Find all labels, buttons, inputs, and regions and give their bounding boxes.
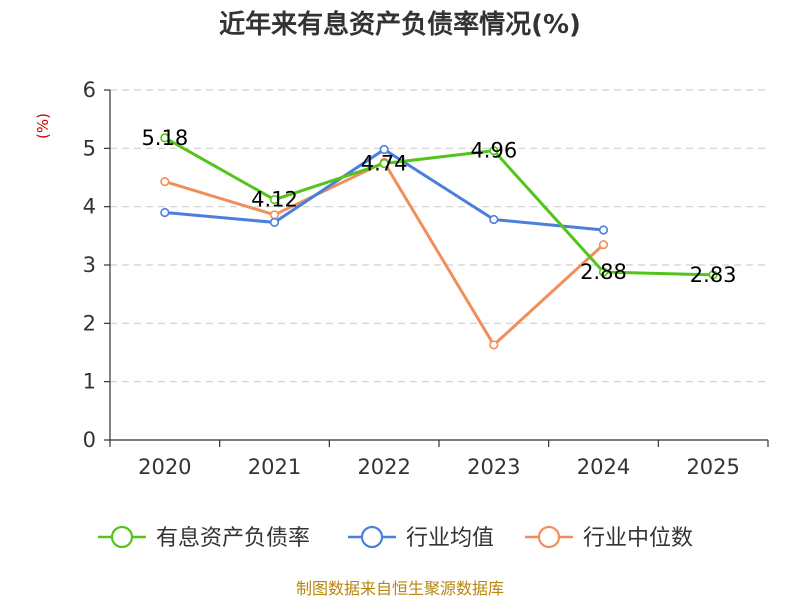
- y-tick-label: 2: [83, 311, 96, 335]
- axes: 0 1 2 3 4 5 6 2020 2021 2022 2023 2024 2025: [83, 78, 769, 479]
- y-tick-label: 5: [83, 136, 96, 160]
- legend-marker: [360, 525, 384, 549]
- data-label: 2.83: [690, 263, 737, 287]
- legend-item[interactable]: 行业均值: [348, 525, 494, 551]
- data-label: 4.74: [361, 152, 408, 176]
- legend-label: 行业均值: [406, 526, 494, 551]
- data-label: 4.96: [470, 139, 517, 163]
- data-point: [160, 133, 170, 143]
- data-label: 5.18: [141, 126, 188, 150]
- legend-label: 行业中位数: [583, 526, 693, 551]
- data-point: [379, 158, 389, 169]
- series-line: [164, 160, 605, 347]
- legend-marker: [110, 525, 134, 549]
- data-point: [489, 146, 499, 156]
- legend-marker: [537, 525, 561, 549]
- data-point: [598, 267, 609, 277]
- data-labels: 5.18 4.12 4.74 4.96 2.88 2.83: [141, 126, 736, 287]
- data-point: [598, 239, 609, 250]
- data-point: [160, 207, 170, 218]
- data-point: [269, 210, 280, 220]
- legend-item[interactable]: 行业中位数: [525, 525, 693, 551]
- legend: 有息资产负债率 行业均值 行业中位数: [98, 525, 693, 551]
- y-tick-label: 6: [83, 78, 96, 102]
- x-tick-label: 2022: [357, 455, 410, 479]
- y-tick-label: 0: [83, 428, 96, 452]
- x-tick-label: 2020: [138, 455, 191, 479]
- data-point: [379, 144, 389, 155]
- y-tick-label: 1: [83, 370, 96, 394]
- series-line: [164, 136, 714, 277]
- x-tick-label: 2021: [248, 455, 301, 479]
- y-tick-label: 3: [83, 253, 96, 277]
- data-point: [269, 195, 280, 205]
- data-point: [269, 217, 280, 228]
- grid-lines: [110, 89, 768, 383]
- data-point: [489, 214, 499, 225]
- y-tick-label: 4: [83, 195, 96, 219]
- data-point: [598, 225, 609, 235]
- data-point: [489, 340, 499, 350]
- chart-title: 近年来有息资产负债率情况(%): [219, 9, 581, 40]
- data-label: 2.88: [580, 260, 627, 284]
- legend-item[interactable]: 有息资产负债率: [98, 525, 310, 551]
- data-point: [160, 176, 170, 187]
- data-label: 4.12: [251, 188, 298, 212]
- source-note: 制图数据来自恒生聚源数据库: [296, 579, 504, 598]
- legend-label: 有息资产负债率: [156, 526, 310, 551]
- x-tick-label: 2024: [577, 455, 630, 479]
- x-tick-label: 2025: [686, 455, 739, 479]
- data-point: [708, 270, 718, 280]
- series-group: [160, 133, 718, 350]
- x-tick-label: 2023: [467, 455, 520, 479]
- y-axis-label: (%): [34, 113, 52, 139]
